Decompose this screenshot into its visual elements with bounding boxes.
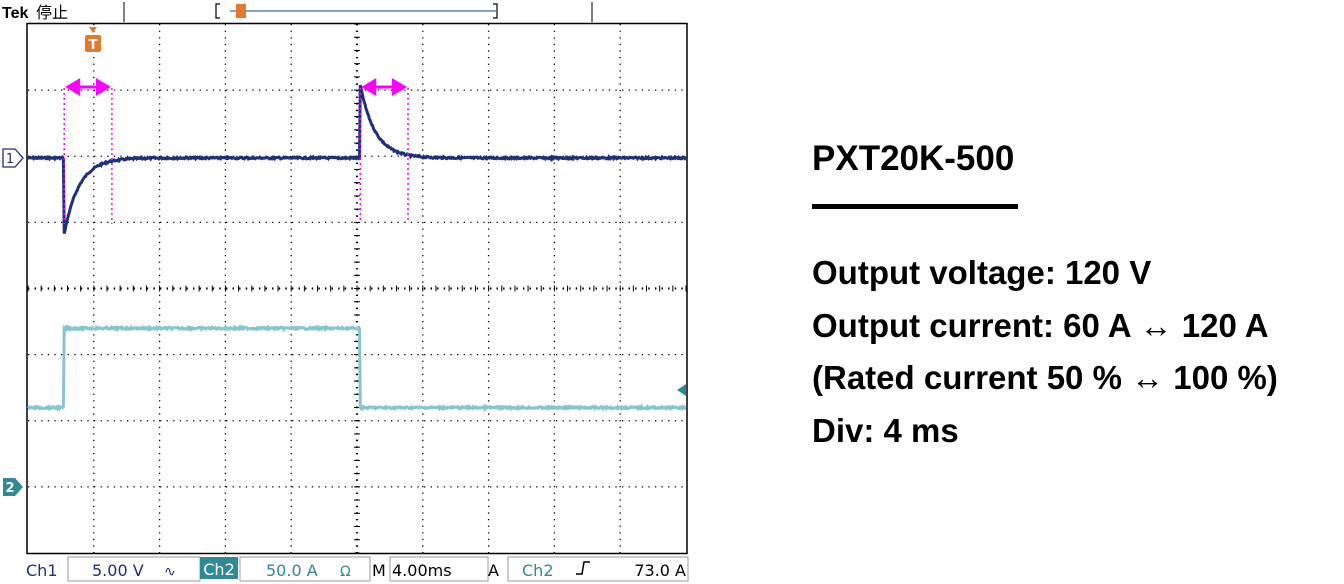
- ch2-readout-label: Ch2: [203, 560, 235, 579]
- trigger-position-icon: [236, 4, 246, 18]
- trigger-mode: A: [488, 561, 499, 580]
- model-underline: [812, 204, 1018, 209]
- recovery-time-arrow: [361, 78, 407, 96]
- graticule-grid: [27, 23, 687, 554]
- ch2-coupling-icon: Ω: [340, 564, 351, 580]
- trigger-level: 73.0 A: [634, 561, 686, 580]
- trigger-marker-label: T: [89, 38, 98, 53]
- recovery-time-arrow: [65, 78, 111, 96]
- ch2-scale: 50.0 A: [266, 561, 318, 580]
- brand-label: Tek: [2, 5, 28, 22]
- rising-edge-icon: [576, 561, 590, 575]
- oscilloscope-screenshot: Tek 停止 T 1 2: [2, 2, 689, 582]
- recovery-time-annotations: [63, 78, 409, 224]
- scope-display: Tek 停止 T 1 2: [2, 2, 689, 582]
- ch1-scale: 5.00 V: [92, 561, 144, 580]
- rated-current-line: (Rated current 50 % ↔ 100 %): [812, 359, 1278, 396]
- output-voltage-line: Output voltage: 120 V: [812, 254, 1152, 291]
- readout-bar: Ch1 5.00 V ∿ Ch2 50.0 A Ω M 4.00ms A Ch2…: [26, 556, 689, 582]
- trigger-source: Ch2: [522, 561, 554, 580]
- output-current-line: Output current: 60 A ↔ 120 A: [812, 306, 1269, 344]
- test-conditions-panel: PXT20K-500 Output voltage: 120 V Output …: [812, 132, 1344, 457]
- time-division-line: Div: 4 ms: [812, 411, 959, 449]
- trigger-marker: T: [85, 27, 101, 53]
- ch1-ground-marker: 1: [2, 148, 24, 168]
- ch2-readout-badge: [200, 557, 238, 579]
- timebase-value: 4.00ms: [392, 561, 452, 580]
- ch1-readout-label: Ch1: [26, 561, 58, 580]
- ch1-ground-label: 1: [6, 152, 14, 167]
- ch2-current-trace: [26, 323, 687, 413]
- ch2-ground-label: 2: [5, 481, 14, 496]
- ch1-coupling-icon: ∿: [164, 564, 176, 580]
- record-position-indicator: [215, 3, 498, 19]
- acquisition-status: 停止: [36, 3, 68, 22]
- ch1-voltage-trace: [27, 84, 687, 234]
- ch2-ground-marker: 2: [3, 478, 23, 496]
- model-name: PXT20K-500: [812, 139, 1015, 178]
- timebase-prefix: M: [372, 561, 386, 580]
- trigger-level-marker: [677, 384, 686, 396]
